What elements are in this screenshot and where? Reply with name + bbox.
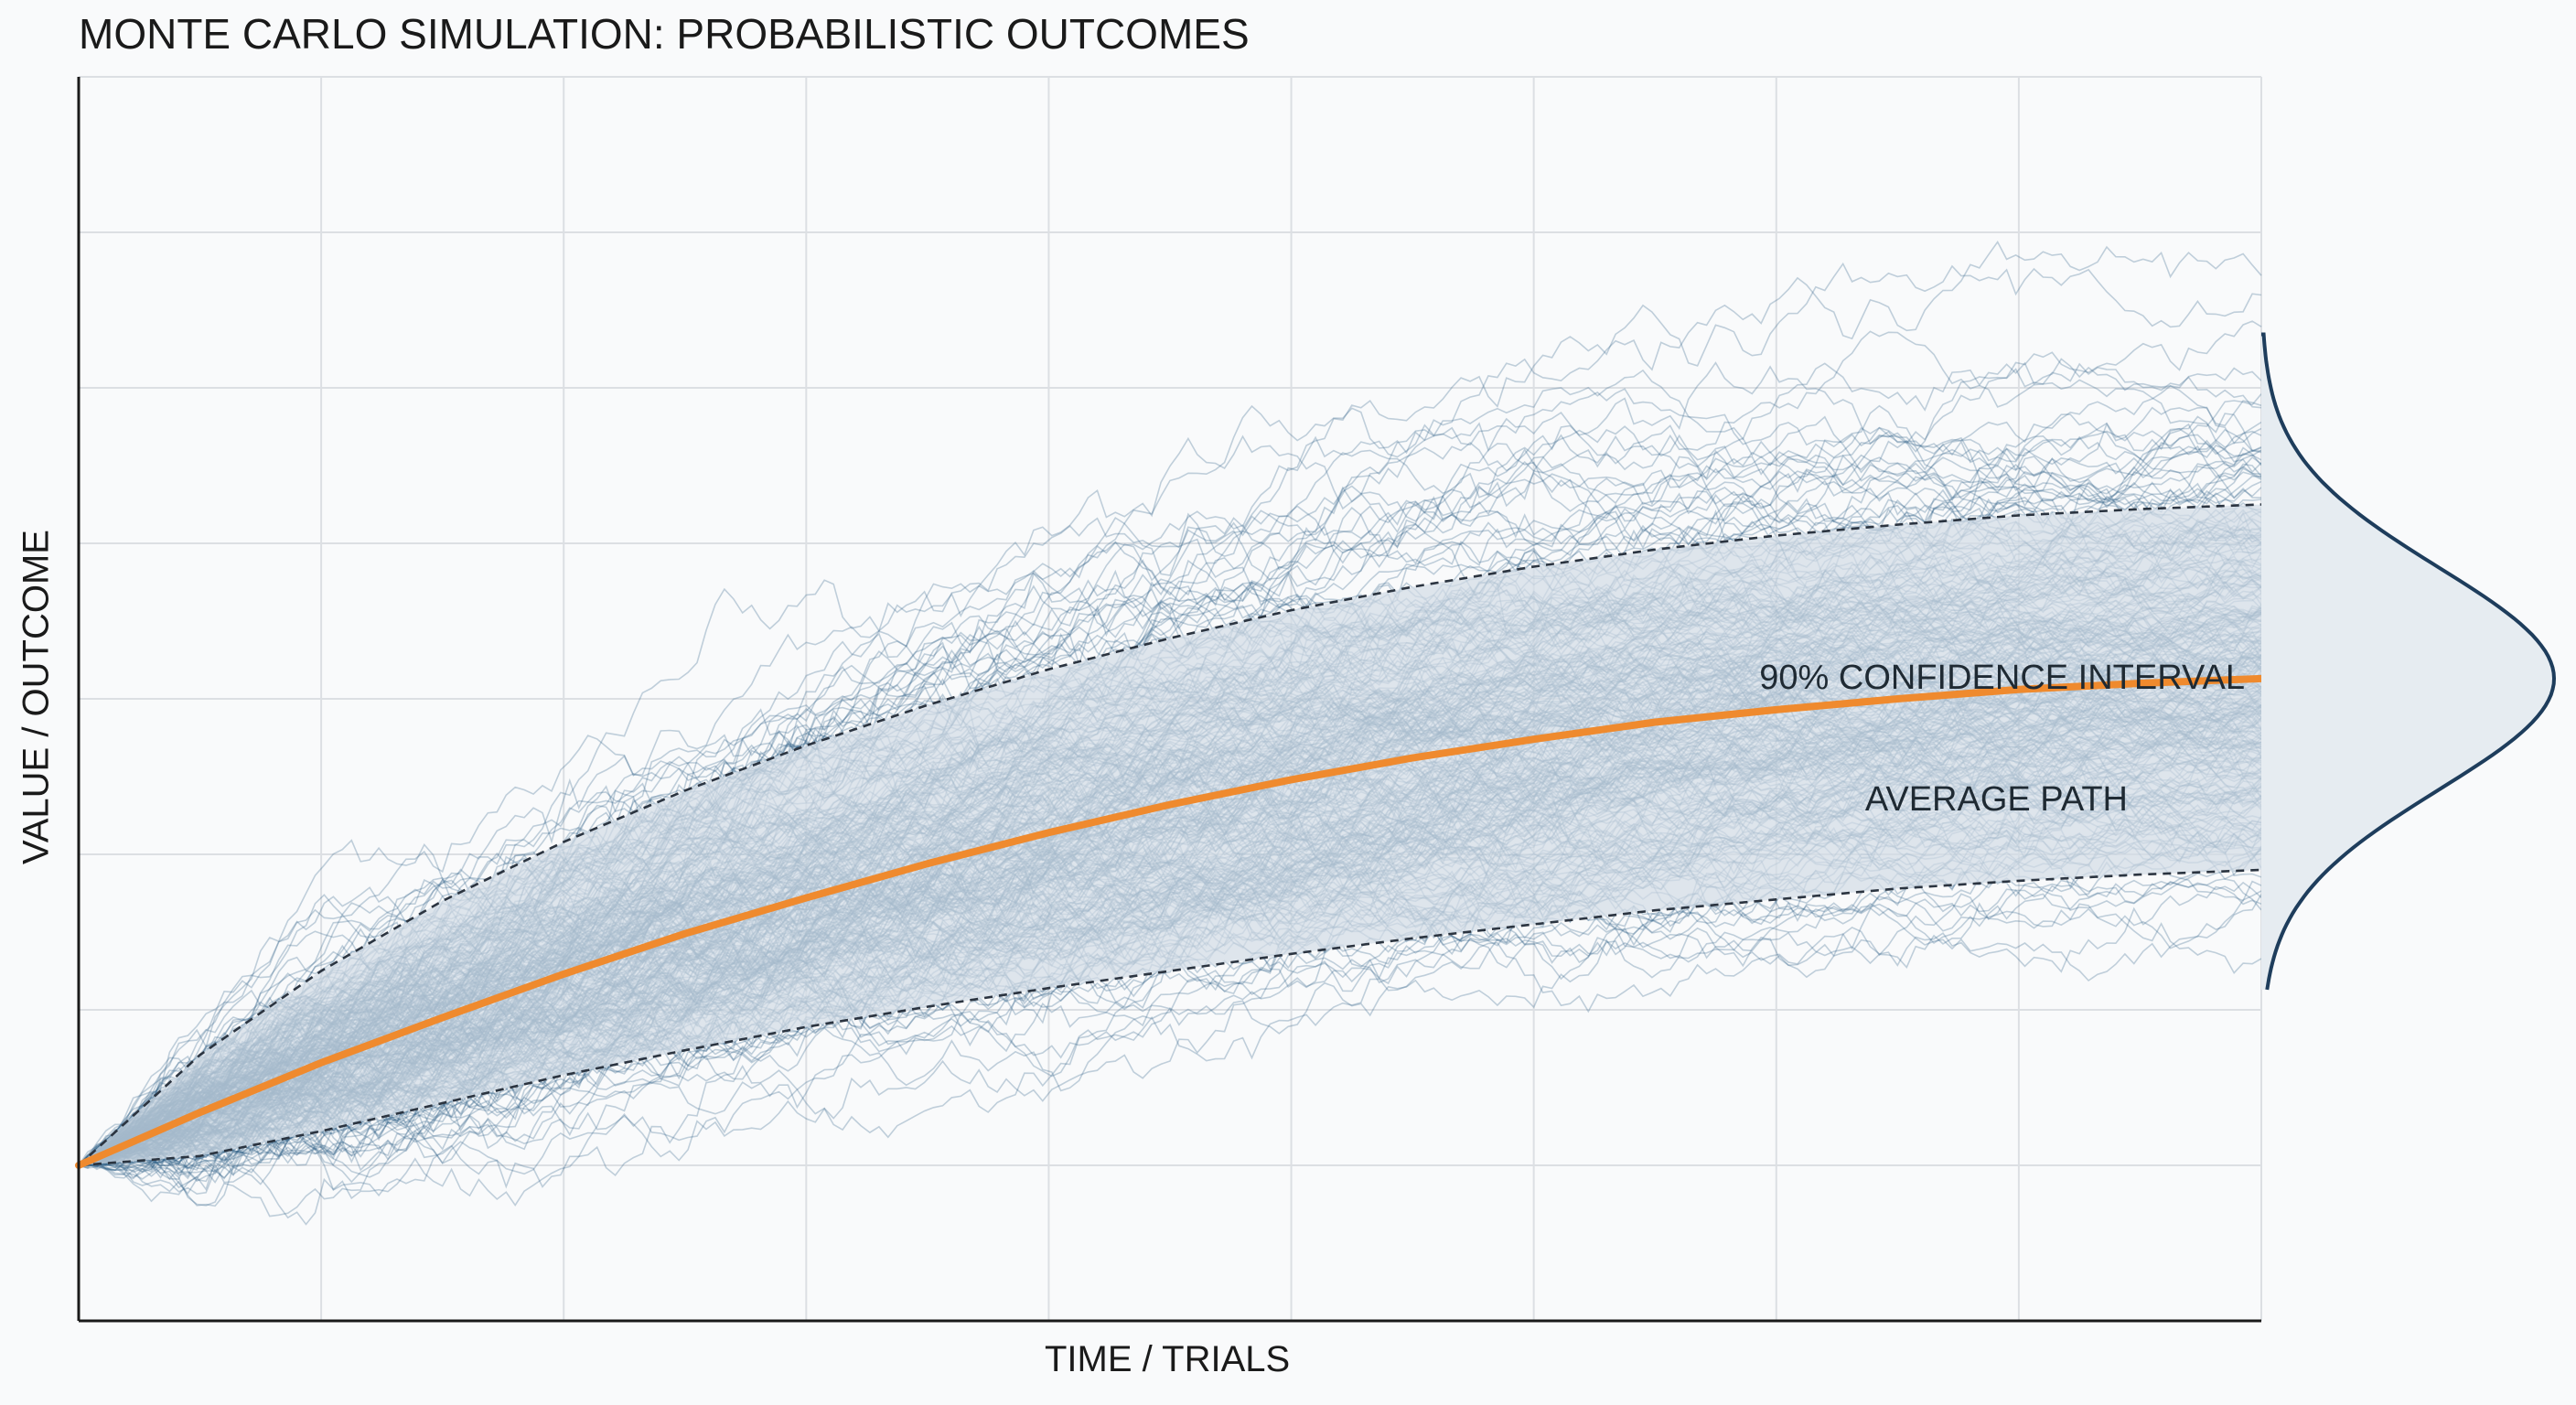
distribution-fill (2261, 334, 2554, 990)
annotations: 90% CONFIDENCE INTERVAL AVERAGE PATH (1759, 659, 2245, 819)
outcome-distribution (2261, 332, 2557, 991)
upper-bound-line (78, 503, 2262, 1166)
x-axis-label: TIME / TRIALS (1045, 1339, 1291, 1379)
distribution-curve (2261, 332, 2557, 991)
simulation-path (78, 406, 2262, 1168)
confidence-interval-label: 90% CONFIDENCE INTERVAL (1759, 659, 2245, 697)
confidence-band (78, 503, 2262, 1167)
axes (77, 77, 2261, 1323)
chart-title: MONTE CARLO SIMULATION: PROBABILISTIC OU… (79, 10, 1250, 58)
simulation-path (78, 449, 2262, 1166)
average-path-line (75, 674, 2265, 1169)
lower-bound-line (78, 868, 2262, 1167)
mean-layer (75, 674, 2265, 1169)
confidence-band-fill (79, 504, 2261, 1165)
simulation-path (78, 393, 2262, 1166)
average-path-label: AVERAGE PATH (1865, 780, 2128, 819)
